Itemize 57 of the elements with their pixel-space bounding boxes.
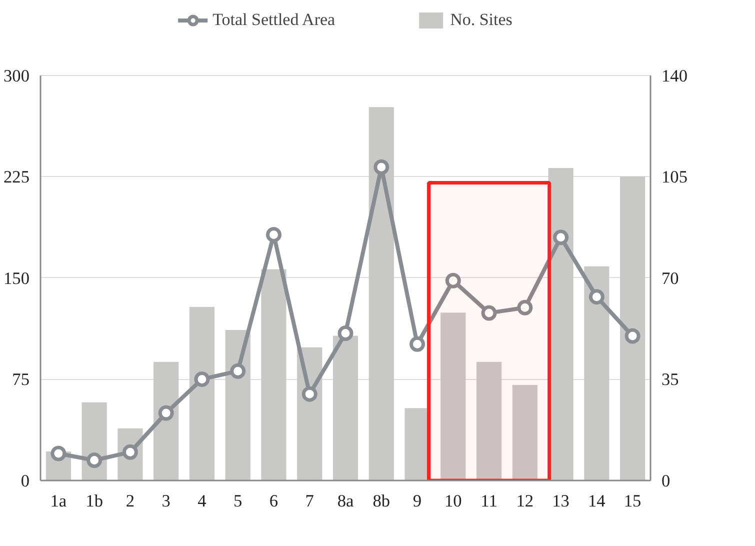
bar [368,107,394,480]
y2-tick-label: 35 [662,370,679,390]
x-tick-label: 8b [372,492,390,510]
point [410,336,426,352]
x-tick-label: 4 [198,492,207,510]
point [50,446,66,462]
y-tick-label: 0 [20,472,30,490]
x-tick-label: 1a [50,492,67,510]
bar [154,362,179,480]
point [588,289,604,305]
x-tick-label: 10 [444,492,462,510]
x-tick-label: 3 [162,492,170,510]
y2-tick-label: 140 [662,66,688,86]
point [86,452,102,468]
x-tick-label: 12 [516,492,534,510]
y-tick-label: 75 [12,370,30,390]
legend-label: No. Sites [450,10,512,30]
point [553,230,569,246]
x-tick-label: 1b [86,492,103,510]
y-tick-label: 150 [4,268,30,288]
y2-tick-label: 105 [662,168,688,187]
bar [189,306,215,480]
point [517,300,533,316]
legend-label: Total Settled Area [212,10,336,30]
x-tick-label: 8a [337,492,354,510]
x-tick-label: 13 [552,492,570,510]
x-tick-label: 6 [269,492,278,510]
bar [584,266,610,480]
point [266,226,282,242]
bar [225,330,250,480]
x-tick-label: 9 [412,492,422,510]
bar [512,384,538,480]
point [624,328,640,344]
x-tick-label: 14 [588,492,606,510]
bar [332,336,358,480]
y2-tick-label: 0 [662,472,670,490]
y-tick-label: 225 [4,168,30,187]
x-tick-label: 5 [234,492,242,510]
point [445,272,461,288]
bar [476,362,502,480]
x-tick-label: 15 [624,492,642,510]
x-tick-label: 11 [480,492,498,510]
bar [548,168,574,480]
point [374,159,390,175]
point [338,326,354,342]
x-tick-label: 7 [305,492,314,510]
point [481,305,497,321]
point [230,363,246,379]
point [158,405,174,421]
y2-tick-label: 70 [662,268,679,288]
point [302,386,318,402]
bar [440,312,466,480]
x-tick-label: 2 [126,492,135,510]
y-tick-label: 300 [4,66,30,86]
bar [261,269,286,480]
bar [620,176,646,480]
point [194,371,210,387]
